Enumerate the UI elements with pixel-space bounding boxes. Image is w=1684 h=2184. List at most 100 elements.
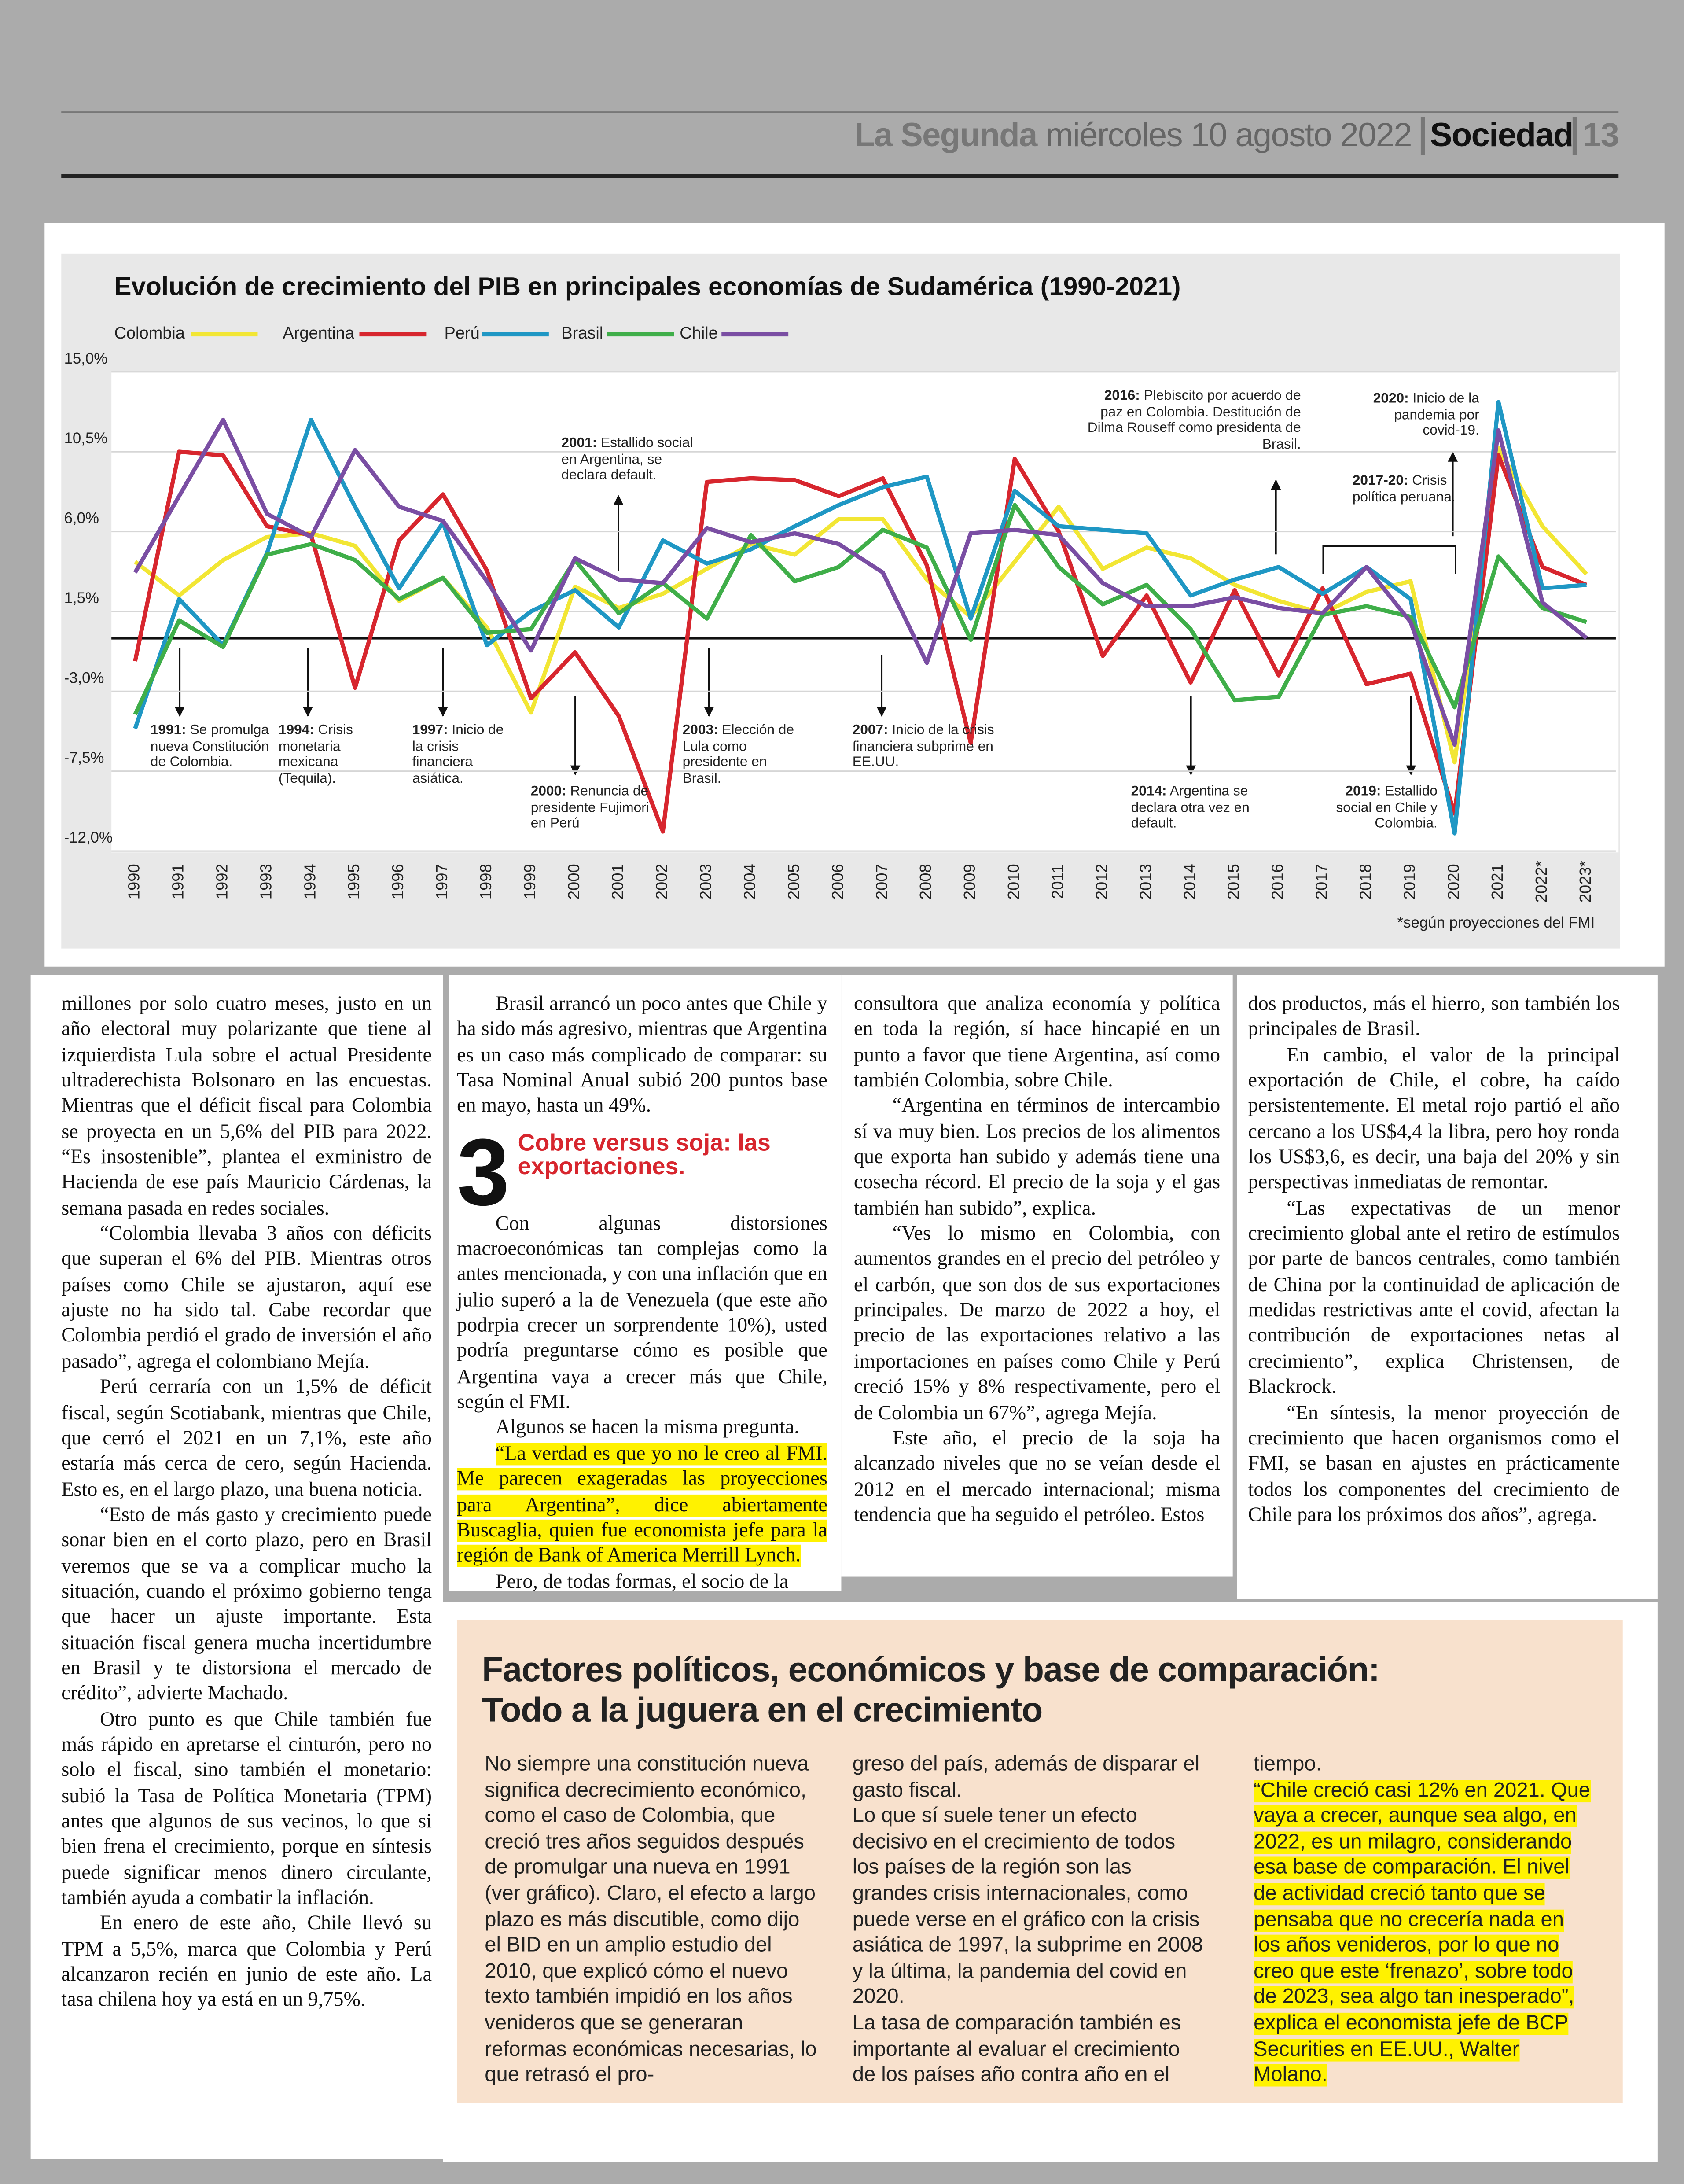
paragraph: Pero, de todas formas, el socio de la	[495, 1570, 789, 1593]
x-tick-label: 2007	[872, 864, 890, 899]
series-line	[133, 400, 1587, 836]
legend-label: Chile	[680, 324, 718, 343]
article-column: Brasil arrancó un poco antes que Chile y…	[456, 992, 827, 1595]
series-line	[133, 449, 1588, 834]
x-tick-label: 2018	[1356, 864, 1374, 899]
paragraph: “Ves lo mismo en Colombia, con aumentos …	[853, 1223, 1221, 1425]
x-tick-label: 2015	[1224, 864, 1243, 899]
annotation: 1991: Se promulga nueva Constitución de …	[151, 723, 273, 771]
paragraph: “Chile creció casi 12% en 2021. Que vaya…	[1254, 1778, 1591, 2089]
x-tick-label: 2004	[741, 864, 759, 899]
annotation: 1997: Inicio de la crisis financiera asi…	[412, 723, 504, 787]
legend-label: Brasil	[561, 324, 603, 343]
header-rule	[61, 174, 1619, 178]
annotation-label: 2014:	[1131, 784, 1167, 800]
highlighted-quote: “La verdad es que yo no le creo al FMI. …	[456, 1443, 827, 1567]
x-tick-label: 2019	[1400, 864, 1418, 899]
section-head: 3 Cobre versus soja: las exportaciones.	[457, 1131, 827, 1212]
annotation-text: Argentina se declara otra vez en default…	[1131, 784, 1250, 832]
x-tick-label: 2013	[1136, 864, 1155, 899]
x-tick-label: 1994	[301, 864, 319, 899]
top-rule	[61, 111, 1619, 113]
paragraph: “Las expectativas de un menor crecimient…	[1248, 1197, 1620, 1399]
annotation: 2007: Inicio de la crisis financiera sub…	[853, 723, 997, 771]
column-bg	[841, 975, 1233, 1577]
paragraph: greso del país, además de disparar el ga…	[852, 1753, 1200, 1802]
x-tick-label: 1999	[521, 864, 539, 899]
section-name: Sociedad	[1420, 117, 1574, 155]
annotation-text: Plebiscito por acuerdo de paz en Colombi…	[1087, 388, 1301, 452]
paragraph: Otro punto es que Chile también fue más …	[61, 1708, 432, 1910]
annotation-text: Estallido social en Chile y Colombia.	[1336, 784, 1438, 832]
annotation-text: Se promulga nueva Constitución de Colomb…	[150, 723, 269, 770]
paragraph: Algunos se hacen la misma pregunta.	[495, 1417, 799, 1440]
x-tick-label: 1990	[125, 864, 143, 899]
annotation-label: 1997:	[412, 723, 448, 738]
x-tick-label: 2023*	[1576, 861, 1594, 902]
x-tick-label: 2012	[1092, 864, 1110, 899]
annotation: 1994: Crisis monetaria mexicana (Tequila…	[279, 723, 376, 787]
chart-svg: Evolución de crecimiento del PIB en prin…	[61, 253, 1620, 949]
annotation-arrows	[174, 451, 1458, 776]
date: miércoles 10 agosto 2022	[1045, 117, 1412, 155]
annotation-label: 2000:	[530, 784, 566, 800]
x-tick-label: 2011	[1048, 865, 1066, 899]
x-tick-label: 2010	[1004, 864, 1022, 899]
annotation-label: 2007:	[852, 723, 888, 738]
x-tick-label: 1993	[257, 864, 275, 899]
paragraph: Este año, el precio de la soja ha alcanz…	[853, 1427, 1221, 1527]
paragraph: dos productos, más el hierro, son tambié…	[1248, 993, 1620, 1041]
x-tick-label: 1997	[433, 864, 451, 899]
box-column: tiempo. “Chile creció casi 12% en 2021. Q…	[1254, 1752, 1591, 2089]
paragraph: La tasa de comparación también es import…	[852, 2012, 1181, 2087]
x-tick-label: 1996	[389, 864, 407, 899]
y-tick-label: -7,5%	[64, 749, 104, 766]
paragraph: Perú cerraría con un 1,5% de déficit fis…	[61, 1376, 432, 1501]
legend-label: Colombia	[114, 324, 185, 343]
paragraph: Lo que sí suele tener un efecto decisivo…	[852, 1805, 1203, 2009]
annotation-text: Crisis monetaria mexicana (Tequila).	[278, 723, 353, 787]
paragraph: “Colombia llevaba 3 años con déficits qu…	[61, 1223, 432, 1374]
paragraph: “Esto de más gasto y crecimiento puede s…	[61, 1504, 432, 1705]
highlighted-quote: “Chile creció casi 12% en 2021. Que vaya…	[1254, 1779, 1591, 2087]
y-tick-label: -12,0%	[64, 829, 113, 846]
x-tick-label: 2005	[784, 864, 802, 899]
chart: Evolución de crecimiento del PIB en prin…	[0, 0, 1684, 975]
x-tick-label: 2021	[1488, 864, 1506, 899]
annotation-label: 2020:	[1373, 391, 1409, 407]
legend-label: Perú	[445, 324, 480, 343]
x-tick-label: 1998	[477, 864, 495, 899]
page-number: 13	[1573, 117, 1619, 155]
box-title-line: Factores políticos, económicos y base de…	[482, 1650, 1380, 1690]
y-tick-label: -3,0%	[64, 669, 104, 686]
annotation: 2014: Argentina se declara otra vez en d…	[1131, 784, 1251, 832]
x-tick-label: 2014	[1180, 864, 1199, 899]
annotation-label: 2016:	[1104, 388, 1140, 404]
annotation-label: 2019:	[1345, 784, 1381, 800]
chart-title: Evolución de crecimiento del PIB en prin…	[114, 273, 1180, 301]
x-tick-label: 2002	[653, 864, 671, 899]
paragraph: Con algunas distorsiones macroeconómicas…	[456, 1212, 827, 1414]
box-column: No siempre una constitución nueva signif…	[485, 1752, 819, 2089]
section-number: 3	[456, 1131, 510, 1212]
paragraph: En enero de este año, Chile llevó su TPM…	[61, 1913, 432, 2012]
x-tick-label: 2001	[609, 864, 627, 899]
x-tick-label: 2022*	[1532, 861, 1550, 902]
annotation-text: Renuncia de presidente Fujimori en Perú	[530, 784, 649, 832]
annotation: 2020: Inicio de la pandemia por covid-19…	[1354, 391, 1479, 439]
paragraph: Brasil arrancó un poco antes que Chile y…	[456, 993, 827, 1118]
paragraph: “En síntesis, la menor proyección de cre…	[1248, 1402, 1620, 1527]
paragraph: En cambio, el valor de la principal expo…	[1248, 1044, 1620, 1194]
annotation-label: 2017-20:	[1352, 473, 1408, 489]
annotation-label: 1991:	[150, 723, 186, 738]
article-column: consultora que analiza economía y políti…	[854, 992, 1220, 1528]
y-tick-label: 15,0%	[64, 350, 108, 367]
page-header: La Segunda miércoles 10 agosto 2022 Soci…	[854, 117, 1619, 156]
box-title: Factores políticos, económicos y base de…	[482, 1650, 1596, 1731]
x-tick-label: 2020	[1444, 864, 1462, 899]
y-tick-label: 6,0%	[64, 510, 99, 527]
annotation: 2001: Estallido social en Argentina, se …	[561, 436, 706, 484]
annotation-text: Elección de Lula como presidente en Bras…	[682, 723, 794, 787]
